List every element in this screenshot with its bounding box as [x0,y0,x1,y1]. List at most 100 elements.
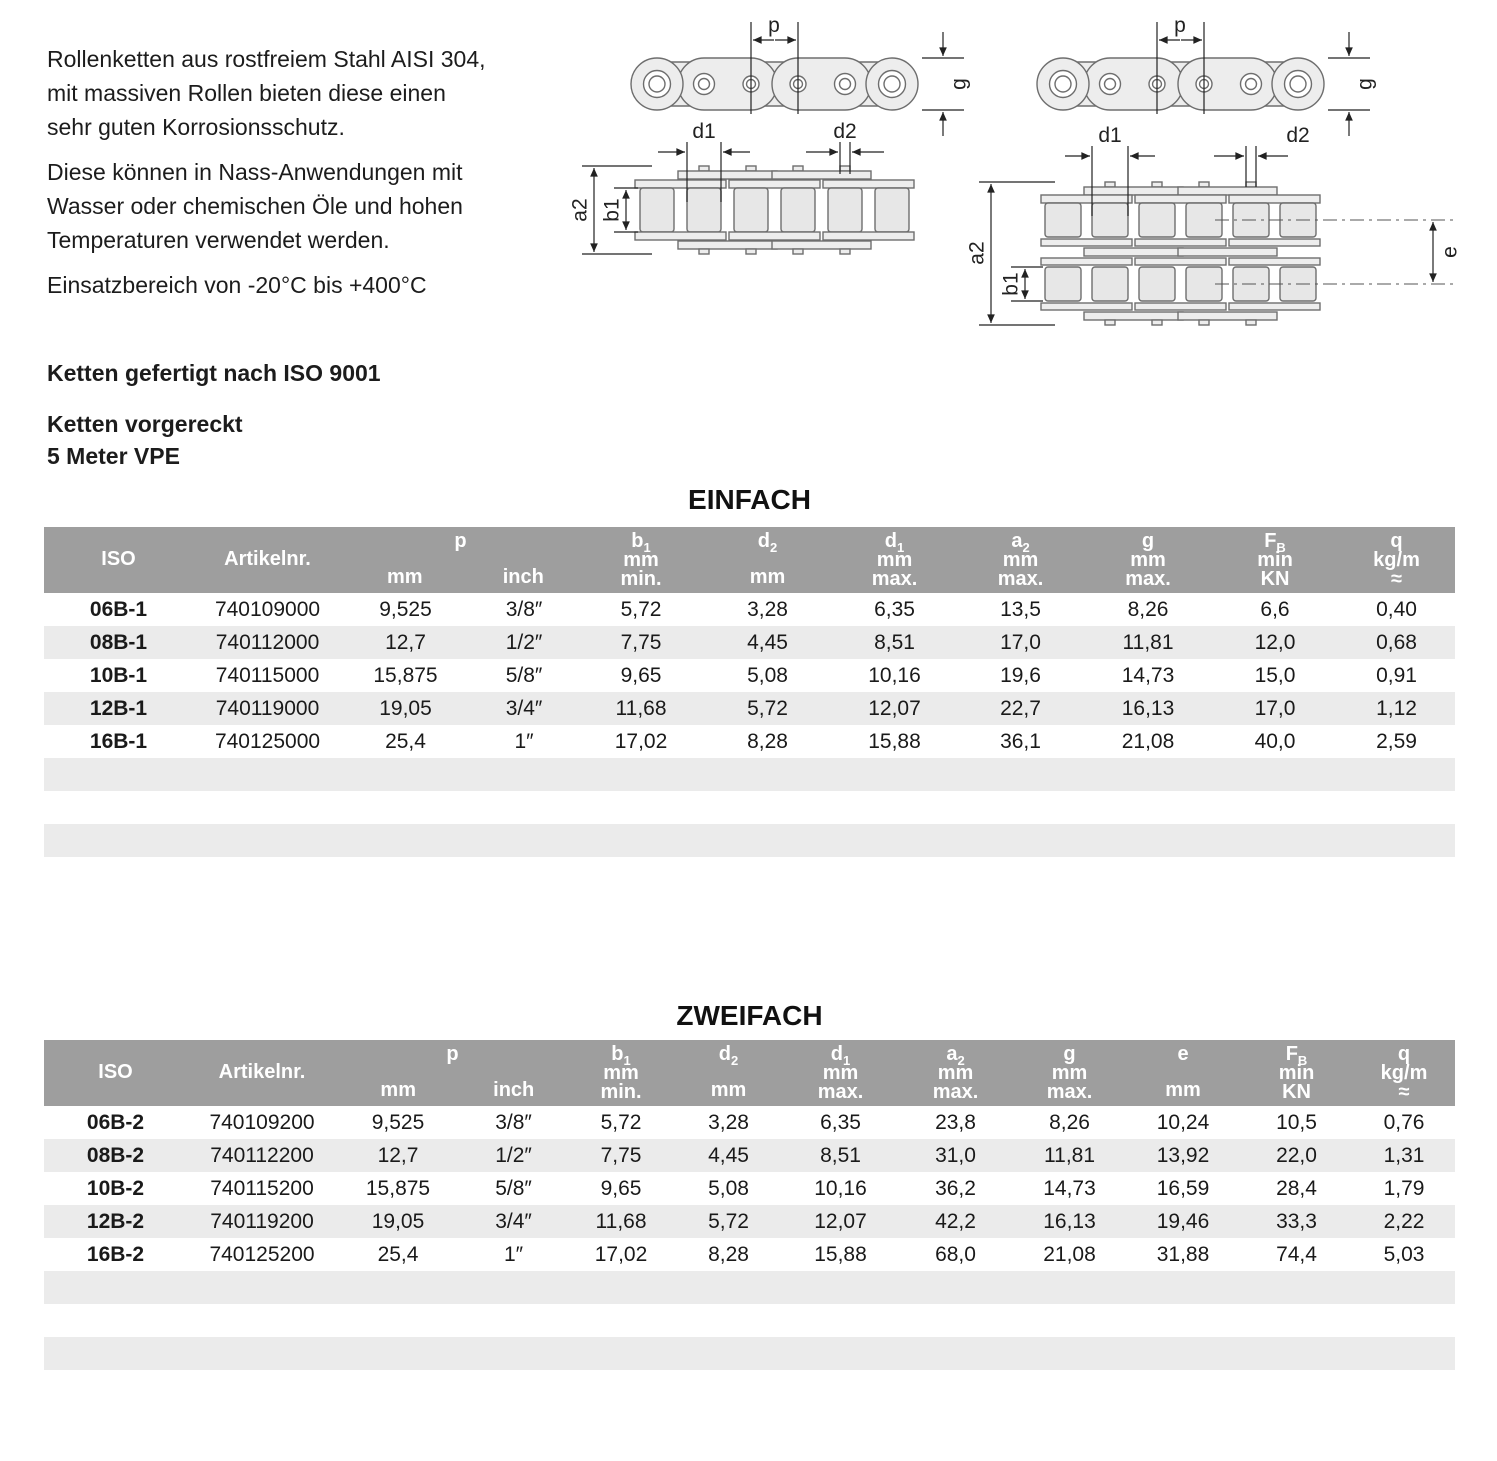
empty-row [44,1337,1456,1370]
dim-label-a2: a2 [965,241,988,264]
table-cell: 1,12 [1376,696,1417,720]
table-cell: 40,0 [1254,729,1296,753]
table-cell: 5,08 [708,1176,749,1200]
dim-label-e: e [1438,246,1461,258]
table-header-row: ISO Artikelnr. p mm inch b1 mm min. d2 mm d1… [44,1040,1456,1106]
table-cell: 13,5 [1000,597,1041,621]
table-cell: 42,2 [935,1209,976,1233]
table-cell: 3/8″ [495,1110,532,1134]
table-cell: 12,7 [377,1143,419,1167]
table-cell: 1/2″ [495,1143,532,1167]
dim-label-b1: b1 [600,198,623,221]
empty-row [44,824,1456,857]
note-vorgereckt: Ketten vorgereckt [47,411,243,437]
note-vpe: 5 Meter VPE [47,443,180,469]
table-cell: 9,65 [620,663,662,687]
einfach-title: EINFACH [688,484,811,515]
table-cell: 13,92 [1156,1143,1210,1167]
table-cell: 0,91 [1376,663,1417,687]
table-row: 06B-1 740109000 9,525 3/8″ 5,72 3,28 6,3… [44,593,1455,626]
single-chain-diagram: p g d1 [568,14,970,255]
header-col-d2: d2 mm [703,527,833,593]
dim-label-d2: d2 [833,120,856,143]
table-cell: 4,45 [747,630,788,654]
table-cell: 16B-1 [89,729,148,753]
table-cell: 25,4 [377,1242,419,1266]
table-cell: 11,68 [595,1209,647,1233]
table-cell: 10,16 [868,663,921,687]
dimension-e: e [1429,222,1461,282]
table-cell: 5/8″ [505,663,543,687]
table-cell: 1,79 [1383,1176,1425,1200]
header-col-fb: FB min KN [1240,1040,1354,1106]
table-cell: 19,46 [1156,1209,1210,1233]
table-cell: 14,73 [1043,1176,1096,1200]
table-cell: 7,75 [620,630,662,654]
empty-row [44,758,1456,791]
header-col-a2: a2 mm max. [898,1040,1014,1106]
table-cell: 1″ [503,1242,524,1266]
table-cell: 15,0 [1254,663,1296,687]
chain-plan-view [1040,181,1458,326]
dimension-p: p [750,14,799,114]
table-row: 12B-1 740119000 19,05 3/4″ 11,68 5,72 12… [44,692,1456,725]
table-cell: 740115200 [210,1176,314,1200]
empty-row [44,1271,1456,1304]
table-cell: 19,05 [371,1209,425,1233]
table-cell: 12,07 [868,696,921,720]
table-cell: 15,875 [365,1176,431,1200]
table-cell: 3/4″ [495,1209,532,1233]
table-cell: 3,28 [747,597,788,621]
dimension-g: g [1328,32,1376,136]
table-cell: 3/4″ [505,696,543,720]
table-cell: 5,72 [747,696,788,720]
header-col-p: p mm inch [342,527,580,593]
table-row: 10B-1 740115000 15,875 5/8″ 9,65 5,08 10… [44,659,1455,692]
table-cell: 8,28 [708,1242,749,1266]
header-col-e: e mm [1126,1040,1241,1106]
table-cell: 6,6 [1260,597,1290,621]
table-cell: 740112000 [215,630,320,654]
header-col-d2: d2 mm [674,1040,784,1106]
table-cell: 11,68 [615,696,667,720]
table-cell: 2,22 [1383,1209,1425,1233]
table-cell: 17,0 [1000,630,1041,654]
header-col-artikelnr: Artikelnr. [193,527,342,593]
table-header-row: ISO Artikelnr. p mm inch b1 mm min. d2 mm d1… [44,527,1456,593]
table-cell: 740125200 [209,1242,315,1266]
table-cell: 8,28 [747,729,788,753]
table-cell: 4,45 [708,1143,749,1167]
dimension-g: g [922,32,970,136]
table-cell: 15,88 [814,1242,867,1266]
dimension-d2: d2 [1214,124,1310,187]
table-cell: 10B-2 [86,1176,145,1200]
dim-label-d1: d1 [692,120,715,143]
dimension-d1: d1 [1065,124,1155,216]
table-cell: 68,0 [935,1242,976,1266]
table-cell: 28,4 [1276,1176,1317,1200]
table-cell: 5,08 [747,663,788,687]
header-col-q: q kg/m ≈ [1353,1040,1456,1106]
text-line: mit massiven Rollen bieten diese einen [47,80,446,106]
intro-text-block: Rollenketten aus rostfreiem Stahl AISI 3… [47,42,567,472]
table-cell: 08B-1 [89,630,148,654]
table-cell: 7,75 [600,1143,642,1167]
header-col-p: p mm inch [337,1040,569,1106]
table-cell: 12,7 [385,630,426,654]
table-cell: 33,3 [1276,1209,1317,1233]
dim-label-b1: b1 [999,272,1022,295]
table-row: 12B-2 740119200 19,05 3/4″ 11,68 5,72 12… [44,1205,1456,1238]
header-col-g: g mm max. [1084,527,1213,593]
table-cell: 740119200 [210,1209,314,1233]
dimension-b1: b1 [999,266,1043,302]
note-iso9001: Ketten gefertigt nach ISO 9001 [47,360,381,386]
table-cell: 740115000 [215,663,320,687]
table-cell: 1/2″ [505,630,543,654]
text-line: Diese können in Nass-Anwendungen mit [47,159,463,185]
table-cell: 08B-2 [86,1143,145,1167]
empty-row [44,791,1455,824]
double-chain-diagram: p g [965,14,1461,326]
table-cell: 17,0 [1254,696,1296,720]
table-row: 08B-2 740112200 12,7 1/2″ 7,75 4,45 8,51… [44,1139,1456,1172]
